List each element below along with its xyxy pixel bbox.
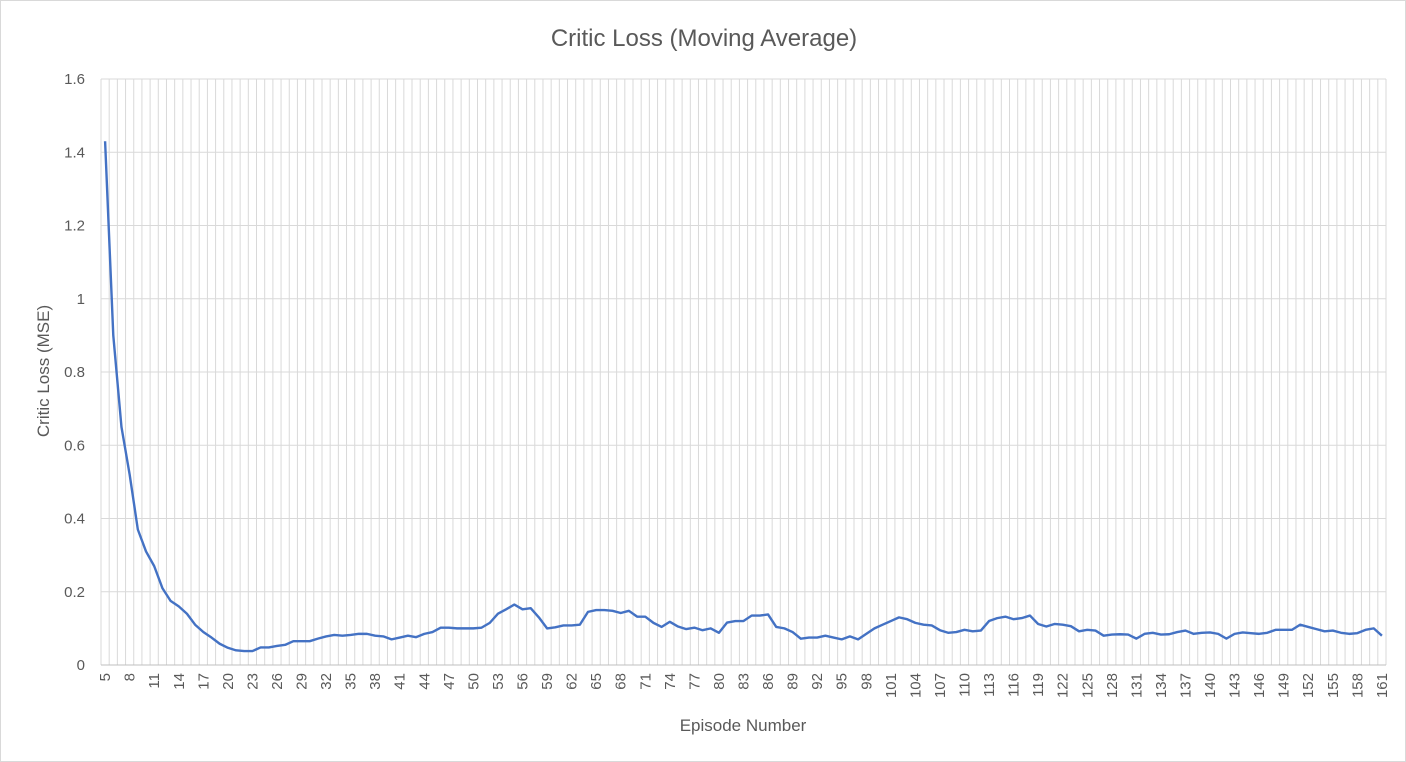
x-tick-label: 155 bbox=[1325, 673, 1342, 698]
x-tick-label: 122 bbox=[1055, 673, 1072, 698]
x-tick-label: 107 bbox=[932, 673, 949, 698]
x-tick-label: 47 bbox=[441, 673, 458, 690]
y-tick-label: 1.6 bbox=[64, 71, 85, 88]
y-tick-label: 0.2 bbox=[64, 584, 85, 601]
y-tick-labels: 0 0.2 0.4 0.6 0.8 1 1.2 1.4 1.6 bbox=[64, 71, 85, 674]
x-tick-label: 29 bbox=[294, 673, 311, 690]
y-tick-label: 0.4 bbox=[64, 511, 85, 528]
x-tick-label: 38 bbox=[367, 673, 384, 690]
x-tick-label: 92 bbox=[809, 673, 826, 690]
x-tick-label: 125 bbox=[1079, 673, 1096, 698]
x-tick-label: 5 bbox=[97, 673, 114, 681]
y-tick-label: 1 bbox=[77, 291, 85, 308]
x-tick-label: 83 bbox=[736, 673, 753, 690]
x-tick-label: 86 bbox=[760, 673, 777, 690]
x-gridlines bbox=[100, 79, 1387, 665]
x-tick-label: 98 bbox=[858, 673, 875, 690]
x-tick-label: 11 bbox=[146, 673, 163, 689]
x-tick-label: 146 bbox=[1251, 673, 1268, 698]
x-tick-labels: 5 8 11 14 17 20 23 26 29 32 35 38 41 44 47 50 53 56 59 62 65… bbox=[97, 673, 1391, 698]
x-tick-label: 23 bbox=[244, 673, 261, 690]
x-tick-label: 8 bbox=[122, 673, 139, 681]
x-tick-label: 152 bbox=[1300, 673, 1317, 698]
x-tick-label: 140 bbox=[1202, 673, 1219, 698]
x-tick-label: 119 bbox=[1030, 673, 1047, 697]
x-tick-label: 59 bbox=[539, 673, 556, 690]
x-tick-label: 113 bbox=[981, 673, 998, 697]
x-tick-label: 62 bbox=[564, 673, 581, 690]
x-tick-label: 26 bbox=[269, 673, 286, 690]
x-tick-label: 17 bbox=[195, 673, 212, 690]
x-tick-label: 158 bbox=[1349, 673, 1366, 698]
x-tick-label: 80 bbox=[711, 673, 728, 690]
x-tick-label: 53 bbox=[490, 673, 507, 690]
y-tick-label: 0.8 bbox=[64, 364, 85, 381]
x-tick-label: 71 bbox=[637, 673, 654, 690]
y-tick-label: 1.2 bbox=[64, 218, 85, 235]
x-tick-label: 161 bbox=[1374, 673, 1391, 698]
x-tick-label: 44 bbox=[416, 673, 433, 690]
x-tick-label: 41 bbox=[392, 673, 409, 690]
x-axis-title: Episode Number bbox=[680, 716, 807, 735]
x-tick-label: 68 bbox=[613, 673, 630, 690]
x-tick-label: 14 bbox=[171, 673, 188, 690]
x-tick-label: 20 bbox=[220, 673, 237, 690]
x-tick-label: 77 bbox=[686, 673, 703, 690]
x-tick-label: 74 bbox=[662, 673, 679, 690]
y-tick-label: 0 bbox=[77, 657, 85, 674]
x-tick-label: 128 bbox=[1104, 673, 1121, 698]
x-tick-label: 116 bbox=[1006, 673, 1023, 697]
x-tick-label: 95 bbox=[834, 673, 851, 690]
x-tick-label: 143 bbox=[1227, 673, 1244, 698]
x-tick-label: 134 bbox=[1153, 673, 1170, 698]
series-line-critic-loss bbox=[103, 141, 1383, 653]
x-tick-label: 104 bbox=[907, 673, 924, 698]
y-axis-title: Critic Loss (MSE) bbox=[34, 305, 53, 437]
x-tick-label: 32 bbox=[318, 673, 335, 690]
x-tick-label: 101 bbox=[883, 673, 900, 698]
x-tick-label: 137 bbox=[1177, 673, 1194, 698]
x-tick-label: 110 bbox=[956, 673, 973, 697]
y-gridlines bbox=[101, 78, 1386, 593]
x-tick-label: 56 bbox=[515, 673, 532, 690]
x-tick-label: 149 bbox=[1276, 673, 1293, 698]
x-tick-label: 50 bbox=[465, 673, 482, 690]
x-tick-label: 35 bbox=[343, 673, 360, 690]
y-tick-label: 1.4 bbox=[64, 144, 85, 161]
x-tick-label: 89 bbox=[785, 673, 802, 690]
y-tick-label: 0.6 bbox=[64, 437, 85, 454]
x-tick-label: 131 bbox=[1128, 673, 1145, 698]
chart-title: Critic Loss (Moving Average) bbox=[551, 25, 857, 52]
x-tick-label: 65 bbox=[588, 673, 605, 690]
